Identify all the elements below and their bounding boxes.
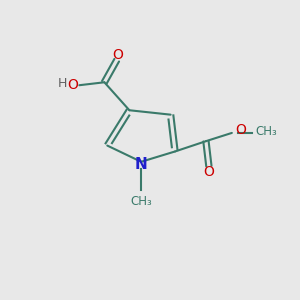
- Text: CH₃: CH₃: [130, 195, 152, 208]
- Text: O: O: [203, 165, 214, 179]
- Text: O: O: [67, 78, 78, 92]
- Text: CH₃: CH₃: [255, 125, 277, 138]
- Text: N: N: [135, 157, 148, 172]
- Text: O: O: [112, 48, 123, 62]
- Text: H: H: [58, 77, 67, 90]
- Text: O: O: [236, 123, 246, 137]
